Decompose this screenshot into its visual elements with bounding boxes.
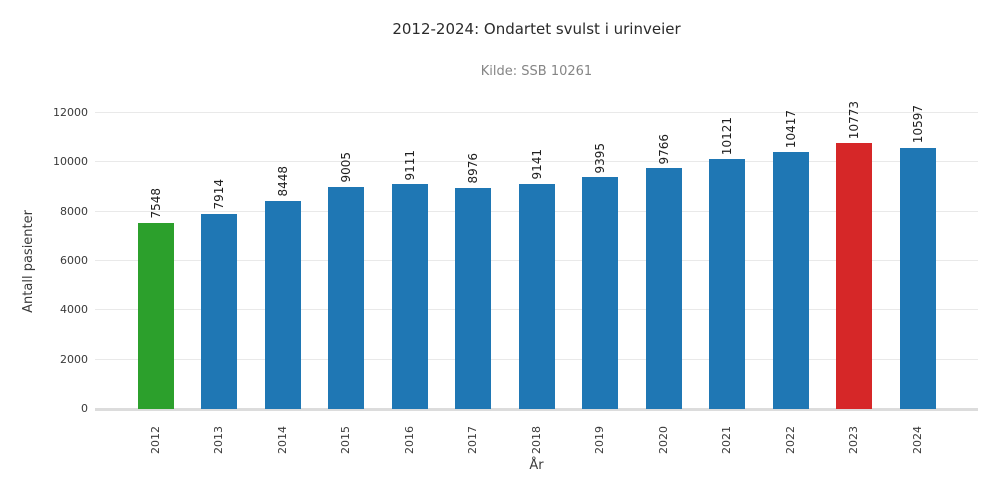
- y-tick-label-12000: 12000: [53, 106, 88, 119]
- chart-title: 2012-2024: Ondartet svulst i urinveier: [392, 20, 681, 38]
- x-tick-label-2024: 2024: [910, 426, 924, 454]
- value-label-2012: 7548: [148, 188, 163, 219]
- x-tick-label-2023: 2023: [847, 426, 860, 454]
- bar-2022: [772, 152, 809, 409]
- value-label-2016: 9111: [402, 149, 417, 181]
- gridline-10000: [95, 161, 978, 163]
- y-tick-label-4000: 4000: [60, 303, 88, 317]
- x-tick-label-2012: 2012: [148, 426, 162, 454]
- x-tick-label-2016: 2016: [402, 426, 416, 454]
- value-label-2023: 10773: [847, 101, 861, 140]
- bar-2016: [391, 184, 428, 409]
- bar-2015: [328, 186, 364, 409]
- gridline-12000: [95, 112, 978, 113]
- y-tick-label-0: 0: [81, 402, 88, 415]
- value-label-2017: 8976: [466, 153, 480, 184]
- x-tick-label-2020: 2020: [656, 426, 670, 454]
- bar-2012: [137, 222, 174, 409]
- y-tick-label-8000: 8000: [60, 204, 88, 218]
- bar-2018: [518, 183, 555, 409]
- chart-subtitle: Kilde: SSB 10261: [480, 64, 593, 79]
- value-label-2018: 9141: [529, 148, 544, 180]
- value-label-2022: 10417: [783, 109, 798, 149]
- bar-2019: [582, 177, 618, 409]
- y-tick-label-2000: 2000: [60, 352, 88, 366]
- plot-area: 7548 7914 8448 9005 9111 8976 9141 9395 9766 1012…: [95, 101, 978, 411]
- x-tick-label-2018: 2018: [529, 426, 543, 454]
- x-tick-label-2015: 2015: [339, 426, 352, 454]
- bar-2014: [264, 200, 301, 409]
- bar-2021: [709, 159, 745, 409]
- bar-2020: [645, 168, 682, 409]
- bar-2013: [201, 213, 237, 409]
- x-tick-label-2019: 2019: [593, 426, 606, 454]
- value-label-2014: 8448: [275, 166, 290, 197]
- y-tick-label-10000: 10000: [53, 155, 88, 169]
- bar-2017: [455, 187, 491, 409]
- x-tick-label-2022: 2022: [783, 426, 797, 454]
- x-axis-baseline: [95, 408, 978, 411]
- x-tick-label-2013: 2013: [212, 426, 225, 454]
- value-label-2015: 9005: [339, 152, 353, 183]
- value-label-2024: 10597: [910, 105, 925, 144]
- x-tick-label-2014: 2014: [275, 426, 289, 454]
- y-axis-label: Antall pasienter: [21, 209, 36, 313]
- bar-2024: [899, 147, 936, 409]
- y-tick-label-6000: 6000: [60, 254, 88, 267]
- value-label-2019: 9395: [593, 142, 607, 174]
- bar-2023: [836, 143, 872, 409]
- x-tick-label-2017: 2017: [466, 426, 479, 454]
- x-tick-label-2021: 2021: [720, 426, 733, 454]
- value-label-2013: 7914: [212, 179, 226, 210]
- value-label-2020: 9766: [656, 133, 671, 165]
- x-axis-label: År: [529, 458, 544, 473]
- value-label-2021: 10121: [720, 117, 734, 156]
